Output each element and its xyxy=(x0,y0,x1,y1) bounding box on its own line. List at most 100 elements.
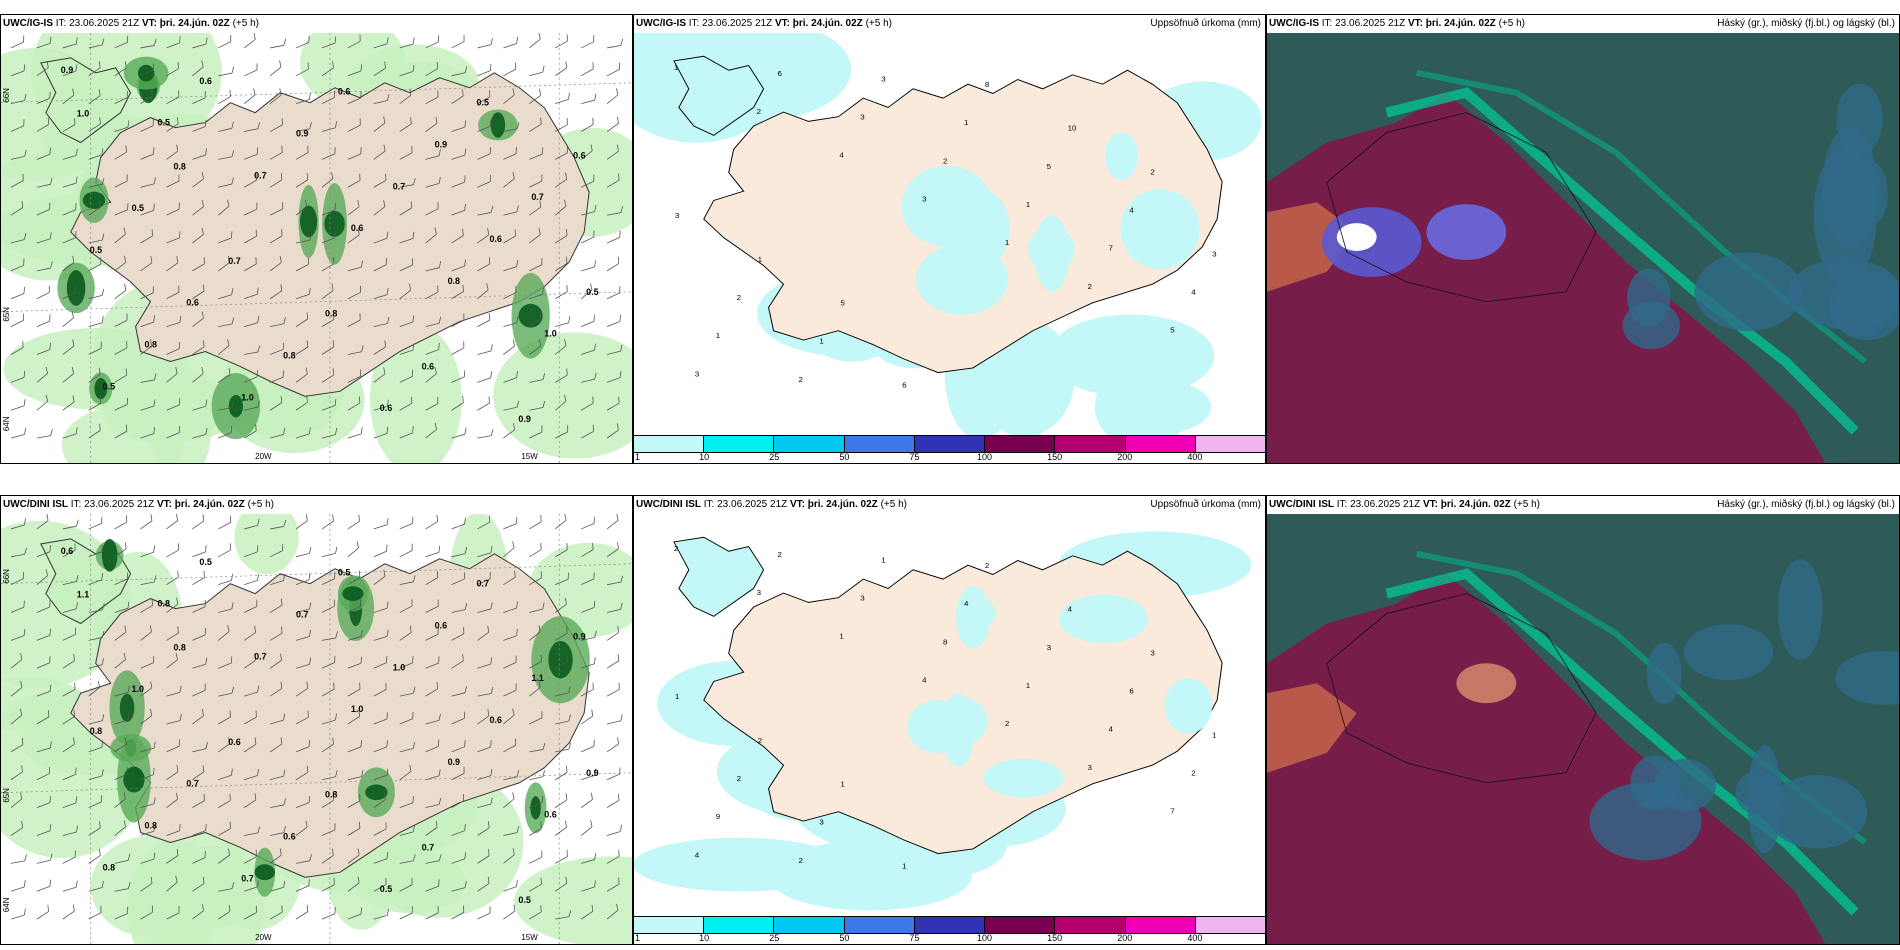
wind-value-label: 0.7 xyxy=(254,170,266,180)
precip-value-label: 1 xyxy=(840,780,844,789)
legend-swatch xyxy=(704,436,775,452)
precip-map[interactable]: 2 3 1 4 2 3 7 4 2 3 8 1 4 2 9 2 1 4 3 6 1 2 3 1 2 4 3 1 2 1 xyxy=(634,514,1265,916)
wind-value-label: 0.7 xyxy=(393,181,405,191)
wind-value-label: 0.5 xyxy=(476,98,488,108)
wind-value-label: 0.6 xyxy=(351,223,363,233)
wind-value-label: 0.8 xyxy=(283,350,295,360)
wind-value-label: 1.0 xyxy=(351,704,363,714)
precip-value-label: 10 xyxy=(1068,124,1077,133)
wind-value-label: 0.7 xyxy=(186,779,198,789)
precip-value-label: 2 xyxy=(737,293,741,302)
wind-map-svg: 0.9 0.5 0.7 0.6 0.8 1.0 0.5 0.6 0.9 0.7 0.6 0.5 0.8 1… xyxy=(1,33,632,463)
precip-value-label: 3 xyxy=(1047,643,1051,652)
legend-label: 150 xyxy=(1047,933,1063,943)
legend-swatch xyxy=(634,917,705,933)
wind-value-label: 0.8 xyxy=(173,642,185,652)
panel-title: UWC/DINI ISL IT: 23.06.2025 21Z VT: þri.… xyxy=(3,499,274,510)
precip-value-label: 5 xyxy=(1170,326,1174,335)
precip-value-label: 1 xyxy=(819,337,823,346)
wind-value-label: 0.8 xyxy=(158,599,170,609)
precip-value-label: 2 xyxy=(757,107,761,116)
legend-label: 1 xyxy=(635,452,641,462)
wind-value-label: 0.8 xyxy=(173,161,185,171)
wind-value-label: 0.8 xyxy=(325,309,337,319)
precip-value-label: 6 xyxy=(902,381,906,390)
legend-swatch xyxy=(914,436,986,452)
wind-value-label: 1.0 xyxy=(393,662,405,672)
precip-value-label: 4 xyxy=(964,599,969,608)
precip-value-label: 4 xyxy=(922,676,927,685)
precip-value-label: 4 xyxy=(695,851,700,860)
wind-value-label: 0.9 xyxy=(61,65,73,75)
precip-value-label: 4 xyxy=(1129,206,1134,215)
precip-value-label: 1 xyxy=(758,255,762,264)
precip-value-label: 2 xyxy=(1150,168,1154,177)
legend-label: 75 xyxy=(909,452,920,462)
precip-value-label: 1 xyxy=(1026,200,1030,209)
legend-swatch xyxy=(844,436,915,452)
cloud-map-panel-top: UWC/IG-IS IT: 23.06.2025 21Z VT: þri. 24… xyxy=(1266,14,1900,464)
panel-title: UWC/IG-IS IT: 23.06.2025 21Z VT: þri. 24… xyxy=(1269,18,1525,29)
legend-label: 400 xyxy=(1187,452,1203,462)
longitude-label: 20W xyxy=(255,933,272,942)
legend-label: 75 xyxy=(909,933,920,943)
cloud-title: Háský (gr.), miðský (fj.bl.) og lágský (… xyxy=(1717,18,1895,29)
cloud-map[interactable] xyxy=(1267,33,1899,463)
wind-value-label: 0.9 xyxy=(518,414,530,424)
precip-value-label: 2 xyxy=(1191,769,1195,778)
precip-value-label: 5 xyxy=(1047,162,1051,171)
precip-value-label: 2 xyxy=(985,561,989,570)
wind-value-label: 0.6 xyxy=(435,620,447,630)
precip-map-panel-bottom: UWC/DINI ISL IT: 23.06.2025 21Z VT: þri.… xyxy=(633,495,1266,945)
legend-label: 25 xyxy=(769,452,780,462)
precip-value-label: 8 xyxy=(985,80,989,89)
legend-swatch xyxy=(985,436,1056,452)
legend-label: 10 xyxy=(699,933,710,943)
cloud-map[interactable] xyxy=(1267,514,1899,944)
legend-swatch xyxy=(1055,436,1126,452)
legend-swatch xyxy=(1125,917,1196,933)
precip-value-label: 2 xyxy=(778,550,782,559)
wind-value-label: 0.7 xyxy=(531,192,543,202)
wind-value-label: 0.6 xyxy=(228,737,240,747)
wind-value-label: 0.6 xyxy=(544,810,556,820)
precip-value-label: 3 xyxy=(860,113,864,122)
precip-value-label: 5 xyxy=(840,299,844,308)
precip-value-label: 1 xyxy=(674,63,678,72)
precip-value-label: 3 xyxy=(860,594,864,603)
cloud-map-svg xyxy=(1267,33,1899,463)
legend-label: 50 xyxy=(839,933,850,943)
wind-map[interactable]: 0.9 0.5 0.7 0.6 0.8 1.0 0.5 0.6 0.9 0.7 0.6 0.5 0.8 1… xyxy=(1,33,632,463)
wind-value-label: 0.5 xyxy=(380,884,392,894)
precip-value-label: 9 xyxy=(716,812,720,821)
wind-value-label: 0.6 xyxy=(489,715,501,725)
wind-value-label: 0.8 xyxy=(145,340,157,350)
wind-value-label: 0.7 xyxy=(476,579,488,589)
precip-value-label: 4 xyxy=(839,151,844,160)
wind-value-label: 0.8 xyxy=(325,790,337,800)
precip-map-svg: 2 3 1 4 2 3 7 4 2 3 8 1 4 2 9 2 1 4 3 6 1 2 3 1 2 4 3 1 2 1 xyxy=(634,514,1265,916)
precip-value-label: 3 xyxy=(1150,649,1154,658)
wind-value-label: 0.7 xyxy=(422,842,434,852)
wind-value-label: 0.5 xyxy=(103,381,115,391)
legend-label: 100 xyxy=(977,452,993,462)
precip-value-label: 3 xyxy=(675,211,679,220)
precip-value-label: 2 xyxy=(1005,719,1009,728)
panel-title: UWC/IG-IS IT: 23.06.2025 21Z VT: þri. 24… xyxy=(3,18,259,29)
precip-value-label: 3 xyxy=(757,588,761,597)
wind-map-svg: 0.6 0.8 0.7 1.0 0.9 0.6 0.8 0.5 0.7 1.0 0.6 0.9 0.8 0… xyxy=(1,514,632,944)
wind-value-label: 0.9 xyxy=(573,631,585,641)
precip-value-label: 1 xyxy=(881,556,885,565)
wind-map[interactable]: 0.6 0.8 0.7 1.0 0.9 0.6 0.8 0.5 0.7 1.0 0.6 0.9 0.8 0… xyxy=(1,514,632,944)
panel-title: UWC/IG-IS IT: 23.06.2025 21Z VT: þri. 24… xyxy=(636,18,892,29)
wind-value-label: 1.0 xyxy=(241,392,253,402)
precip-value-label: 1 xyxy=(716,331,720,340)
precip-map[interactable]: 1 2 4 3 1 2 5 3 6 3 2 1 7 4 1 2 3 1 5 4 3 2 1 6 8 10 2 3 1 5 xyxy=(634,33,1265,435)
wind-value-label: 0.8 xyxy=(90,726,102,736)
wind-value-label: 0.6 xyxy=(489,234,501,244)
wind-value-label: 0.5 xyxy=(90,245,102,255)
legend-swatch xyxy=(914,917,986,933)
wind-value-label: 0.6 xyxy=(61,546,73,556)
precip-title: Uppsöfnuð úrkoma (mm) xyxy=(1150,499,1261,510)
cloud-map-panel-bottom: UWC/DINI ISL IT: 23.06.2025 21Z VT: þri.… xyxy=(1266,495,1900,945)
